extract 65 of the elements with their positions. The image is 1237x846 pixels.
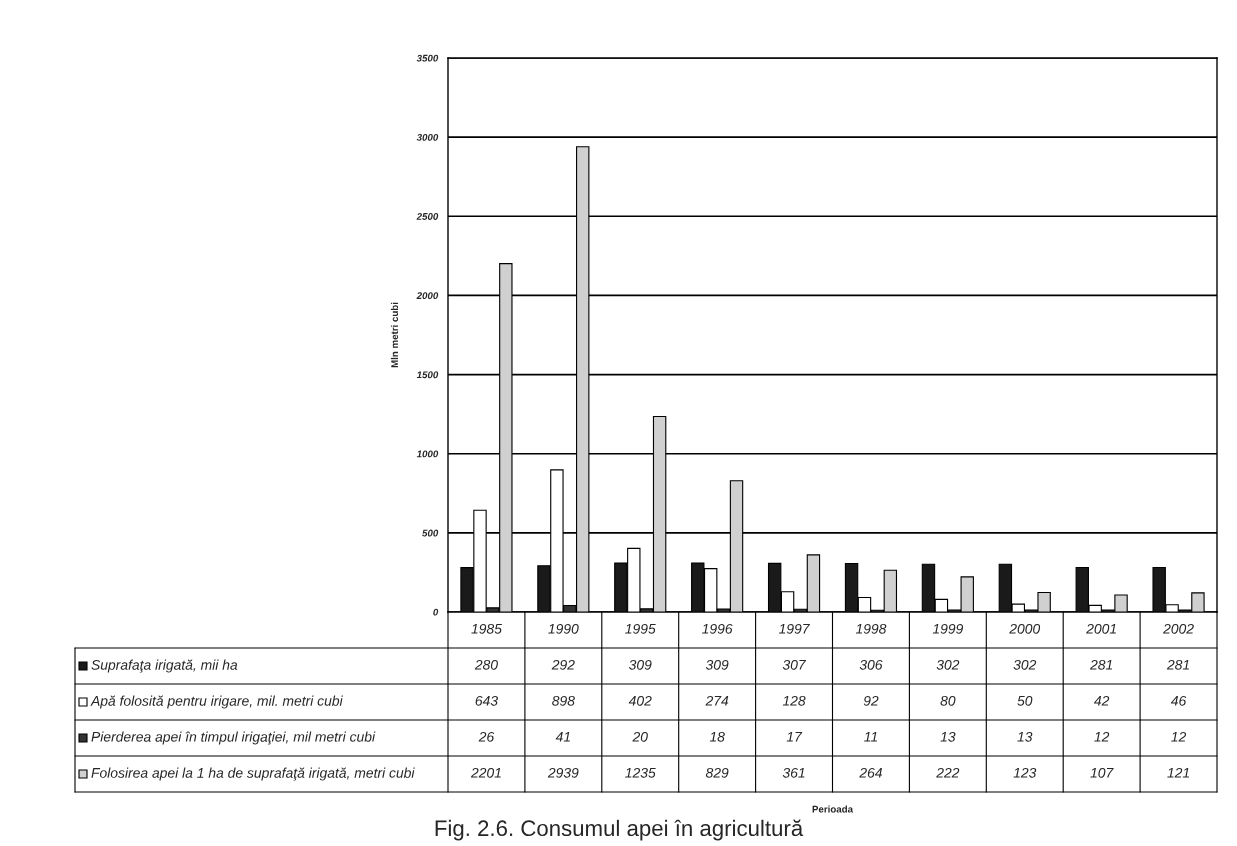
data-label: 42 (1094, 695, 1110, 706)
x-tick-label: 1996 (702, 623, 733, 634)
y-tick-label: 1500 (416, 371, 439, 379)
data-label: 402 (628, 695, 652, 706)
data-label: 121 (1167, 767, 1189, 778)
data-label: 309 (628, 659, 652, 670)
y-tick-label: 3000 (416, 133, 439, 141)
text: Fig. 2.6. Consumul apei în agricultură (435, 819, 804, 841)
y-tick-label: 3500 (416, 54, 439, 62)
x-tick-label: 1999 (932, 623, 964, 634)
data-label: 41 (555, 732, 570, 742)
data-label: 26 (478, 731, 495, 742)
data-label: 128 (782, 695, 806, 706)
data-label: 92 (863, 695, 879, 706)
data-label: 264 (859, 767, 883, 778)
data-label: 274 (705, 695, 729, 706)
x-tick-label: 2001 (1086, 623, 1116, 634)
x-tick-label: 1998 (855, 623, 887, 634)
data-label: 80 (940, 695, 956, 706)
legend-label: Pierderea apei în timpul irigaţiei, mil metri cubi (91, 731, 376, 745)
data-label: 898 (552, 695, 575, 706)
data-label: 280 (474, 659, 498, 670)
data-label: 292 (551, 659, 575, 670)
data-label: 361 (782, 767, 805, 778)
x-tick-label: 1985 (471, 623, 502, 634)
data-label: 20 (632, 731, 648, 742)
x-tick-label: 2000 (1009, 623, 1041, 634)
data-label: 281 (1166, 659, 1189, 670)
x-tick-label: 1995 (625, 623, 656, 634)
legend-label: Apă folosită pentru irigare, mil. metri cubi (90, 695, 343, 709)
data-label: 302 (1013, 659, 1037, 670)
y-tick-label: 2500 (416, 213, 439, 220)
data-label: 2201 (470, 767, 501, 778)
data-label: 1235 (625, 767, 656, 778)
data-label: 222 (936, 767, 960, 778)
data-label: 11 (864, 732, 877, 742)
data-label: 107 (1090, 767, 1114, 778)
y-tick-label: 0 (433, 608, 439, 616)
y-axis-title: Mln metri cubi (390, 302, 399, 368)
data-label: 307 (782, 659, 807, 670)
legend-label: Suprafaţa irigată, mii ha (91, 659, 238, 673)
data-label: 2939 (547, 767, 579, 778)
x-tick-label: 1997 (778, 623, 810, 634)
x-tick-label: 1990 (548, 623, 579, 634)
text: Perioada (812, 805, 854, 813)
data-label: 123 (1013, 767, 1037, 778)
x-tick-label: 2002 (1163, 623, 1194, 634)
data-label: 18 (709, 731, 725, 742)
data-label: 309 (705, 659, 729, 670)
data-label: 306 (859, 659, 883, 670)
data-label: 12 (1171, 731, 1187, 742)
data-label: 302 (936, 659, 960, 670)
legend-label: Folosirea apei la 1 ha de suprafaţă irigată, metri cubi (91, 767, 415, 781)
data-label: 643 (475, 695, 498, 706)
data-label: 17 (786, 732, 803, 742)
data-label: 46 (1170, 695, 1187, 706)
data-label: 50 (1017, 695, 1033, 706)
data-label: 12 (1094, 731, 1110, 742)
y-tick-label: 500 (422, 529, 439, 537)
data-label: 13 (940, 731, 956, 742)
data-label: 829 (705, 767, 729, 778)
y-tick-label: 1000 (416, 450, 439, 458)
y-tick-label: 2000 (416, 292, 439, 300)
data-label: 281 (1089, 659, 1113, 670)
data-label: 13 (1017, 731, 1033, 742)
